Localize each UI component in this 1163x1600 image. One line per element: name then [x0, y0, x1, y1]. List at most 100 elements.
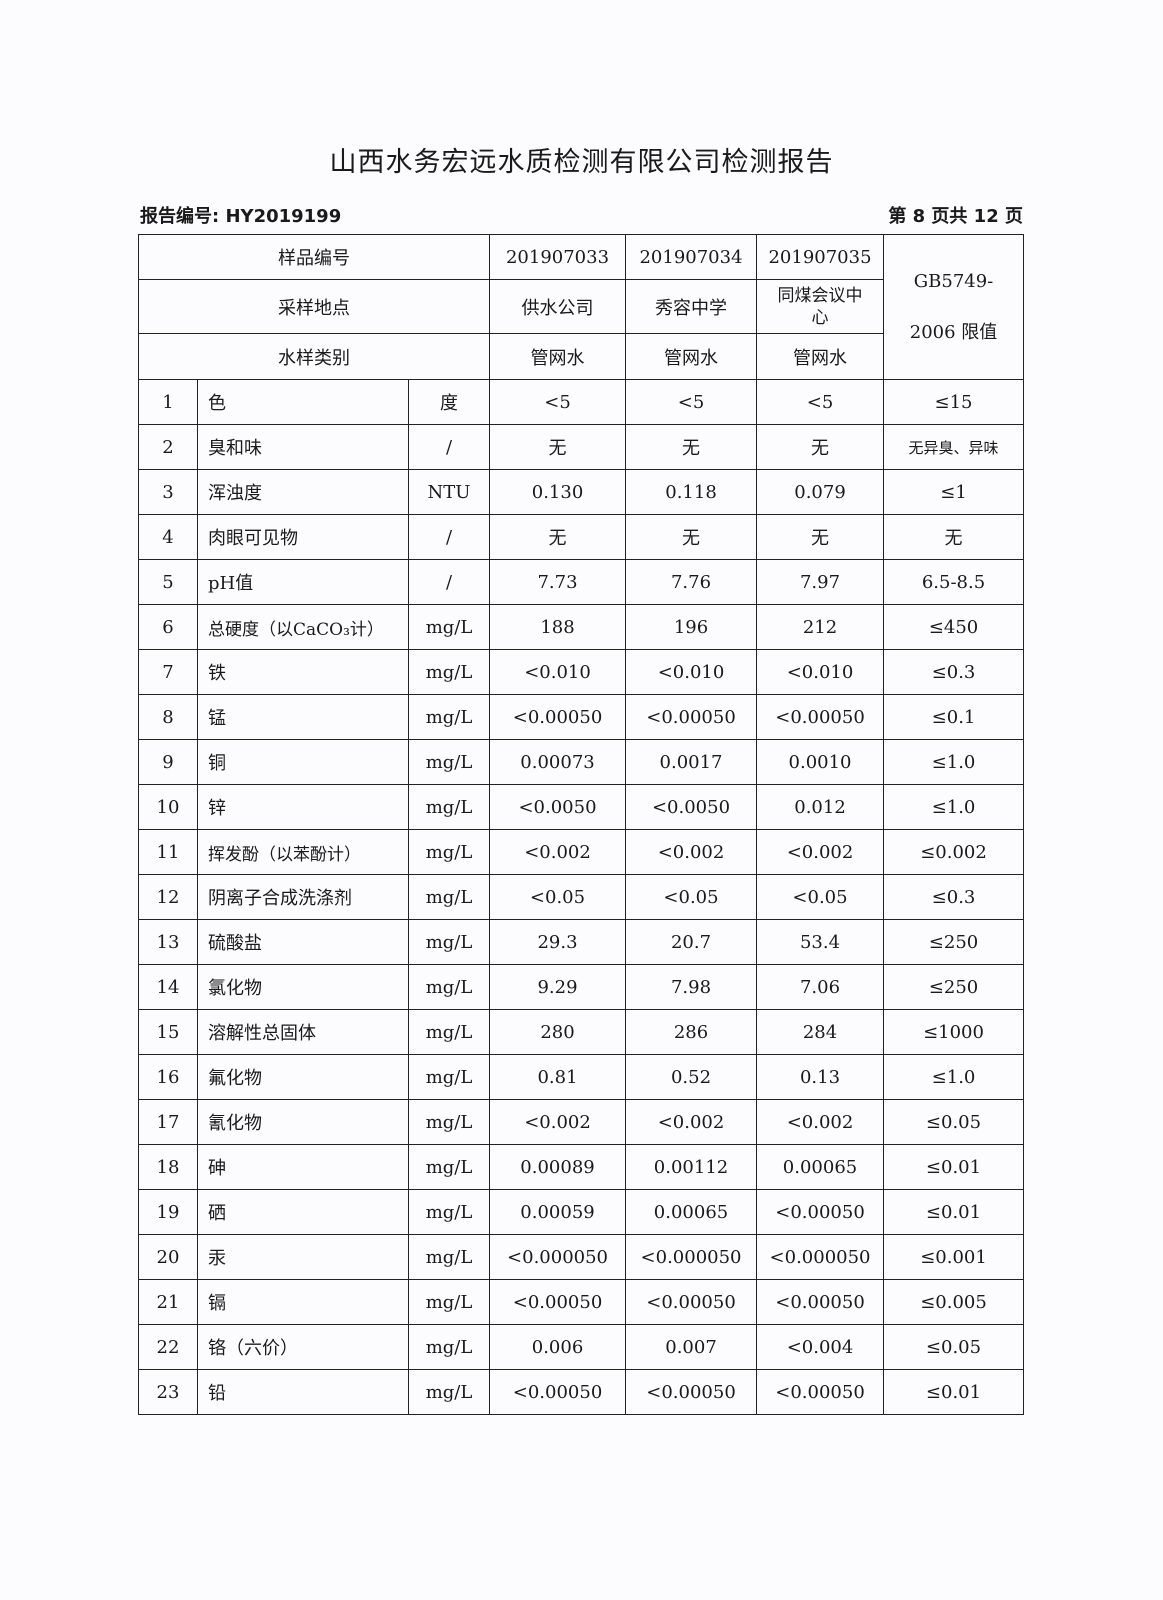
limit-value: ≤0.005	[883, 1279, 1025, 1325]
limit-value: ≤250	[883, 919, 1025, 965]
result-value: 无	[756, 514, 885, 560]
row-number: 18	[138, 1144, 198, 1190]
unit: mg/L	[407, 1279, 491, 1325]
item-name: 铅	[197, 1369, 409, 1415]
table-row: 12 阴离子合成洗涤剂 mg/L <0.05 <0.05 <0.05 ≤0.3	[138, 874, 1025, 920]
row-number: 13	[138, 919, 198, 965]
limit-value: 6.5-8.5	[883, 559, 1025, 605]
table-row: 13 硫酸盐 mg/L 29.3 20.7 53.4 ≤250	[138, 919, 1025, 965]
result-value: 53.4	[756, 919, 885, 965]
result-value: <0.0050	[625, 784, 758, 830]
unit: /	[407, 424, 491, 470]
water-type: 管网水	[489, 333, 627, 380]
result-value: 0.00112	[625, 1144, 758, 1190]
row-number: 10	[138, 784, 198, 830]
item-name: 镉	[197, 1279, 409, 1325]
row-number: 17	[138, 1099, 198, 1145]
limit-label-1: GB5749-	[913, 270, 994, 292]
result-value: 7.76	[625, 559, 758, 605]
row-number: 12	[138, 874, 198, 920]
limit-label-2: 2006 限值	[909, 321, 998, 343]
result-value: <0.00050	[489, 694, 627, 740]
item-name: 溶解性总固体	[197, 1009, 409, 1055]
result-value: 7.73	[489, 559, 627, 605]
result-value: 188	[489, 604, 627, 650]
result-value: <0.002	[756, 1099, 885, 1145]
type-label: 水样类别	[137, 333, 491, 380]
result-value: <0.000050	[625, 1234, 758, 1280]
result-value: 9.29	[489, 964, 627, 1010]
limit-value: ≤0.3	[883, 649, 1025, 695]
result-value: <0.05	[756, 874, 885, 920]
location-label: 采样地点	[137, 279, 491, 334]
result-value: <0.0050	[489, 784, 627, 830]
row-number: 20	[138, 1234, 198, 1280]
result-value: <0.00050	[625, 1369, 758, 1415]
result-value: 286	[625, 1009, 758, 1055]
result-value: 0.0017	[625, 739, 758, 785]
row-number: 19	[138, 1189, 198, 1235]
limit-value: ≤0.01	[883, 1189, 1025, 1235]
item-name: 铬（六价）	[197, 1324, 409, 1370]
unit: mg/L	[407, 739, 491, 785]
result-value: 0.006	[489, 1324, 627, 1370]
result-value: <5	[489, 379, 627, 425]
unit: mg/L	[407, 1234, 491, 1280]
result-value: 7.97	[756, 559, 885, 605]
limit-value: ≤1.0	[883, 1054, 1025, 1100]
item-name: 氰化物	[197, 1099, 409, 1145]
table-row: 3 浑浊度 NTU 0.130 0.118 0.079 ≤1	[138, 469, 1025, 515]
limit-value: ≤450	[883, 604, 1025, 650]
item-name: 总硬度（以CaCO₃计）	[197, 604, 409, 650]
limit-value: ≤1.0	[883, 784, 1025, 830]
water-type: 管网水	[625, 333, 758, 380]
result-value: 280	[489, 1009, 627, 1055]
page-info: 第 8 页共 12 页	[888, 206, 1023, 227]
unit: mg/L	[407, 874, 491, 920]
unit: /	[407, 514, 491, 560]
result-value: 0.00065	[625, 1189, 758, 1235]
result-value: <0.010	[625, 649, 758, 695]
result-value: 0.118	[625, 469, 758, 515]
table-row: 16 氟化物 mg/L 0.81 0.52 0.13 ≤1.0	[138, 1054, 1025, 1100]
item-name: 汞	[197, 1234, 409, 1280]
unit: mg/L	[407, 829, 491, 875]
result-value: 0.130	[489, 469, 627, 515]
limit-value: ≤250	[883, 964, 1025, 1010]
result-value: <0.010	[489, 649, 627, 695]
limit-value: ≤0.002	[883, 829, 1025, 875]
limit-value: ≤0.001	[883, 1234, 1025, 1280]
item-name: 肉眼可见物	[197, 514, 409, 560]
result-value: 29.3	[489, 919, 627, 965]
location: 秀容中学	[625, 279, 758, 334]
result-value: <0.00050	[625, 694, 758, 740]
result-value: 0.00065	[756, 1144, 885, 1190]
item-name: 锌	[197, 784, 409, 830]
row-number: 11	[138, 829, 198, 875]
item-name: 硒	[197, 1189, 409, 1235]
item-name: 砷	[197, 1144, 409, 1190]
unit: mg/L	[407, 1144, 491, 1190]
row-number: 1	[138, 379, 198, 425]
result-value: <0.00050	[489, 1279, 627, 1325]
report-title: 山西水务宏远水质检测有限公司检测报告	[329, 147, 834, 178]
result-value: 0.81	[489, 1054, 627, 1100]
unit: mg/L	[407, 1054, 491, 1100]
result-value: 0.00059	[489, 1189, 627, 1235]
result-value: 无	[625, 424, 758, 470]
item-name: 硫酸盐	[197, 919, 409, 965]
result-value: <0.00050	[756, 1279, 885, 1325]
unit: mg/L	[407, 649, 491, 695]
unit: mg/L	[407, 1369, 491, 1415]
limit-value: ≤0.3	[883, 874, 1025, 920]
table-row: 15 溶解性总固体 mg/L 280 286 284 ≤1000	[138, 1009, 1025, 1055]
result-value: <0.00050	[625, 1279, 758, 1325]
result-value: <0.002	[625, 1099, 758, 1145]
item-name: 氯化物	[197, 964, 409, 1010]
item-name: 铁	[197, 649, 409, 695]
result-value: 无	[756, 424, 885, 470]
limit-value: ≤1.0	[883, 739, 1025, 785]
row-number: 16	[138, 1054, 198, 1100]
table-row: 10 锌 mg/L <0.0050 <0.0050 0.012 ≤1.0	[138, 784, 1025, 830]
result-value: 20.7	[625, 919, 758, 965]
